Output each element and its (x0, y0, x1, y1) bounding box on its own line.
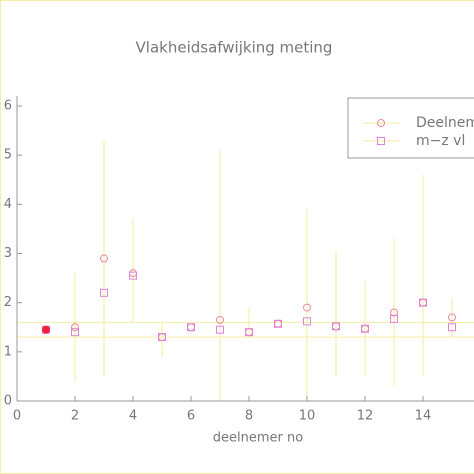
legend-label: Deelnem (416, 115, 474, 131)
point (187, 323, 195, 332)
point (216, 325, 224, 334)
point (245, 328, 253, 337)
y-tick-label: 0 (4, 394, 12, 409)
x-axis-label: deelnemer no (213, 431, 303, 446)
point (361, 324, 369, 333)
point (448, 323, 456, 332)
point (129, 271, 137, 280)
point (274, 319, 282, 328)
legend-marker (377, 119, 385, 127)
x-tick-label: 10 (299, 409, 316, 424)
point (187, 323, 195, 332)
legend-box (347, 97, 474, 159)
point (390, 308, 398, 317)
y-tick-label: 4 (4, 197, 12, 212)
legend-label: m−z vl (416, 133, 465, 149)
x-tick-label: 2 (71, 409, 79, 424)
point (274, 319, 282, 328)
point (71, 323, 79, 332)
point (390, 314, 398, 323)
y-tick-label: 3 (4, 246, 12, 261)
y-tick-label: 2 (4, 295, 12, 310)
x-tick-label: 6 (187, 409, 195, 424)
point (100, 288, 108, 297)
point (448, 313, 456, 322)
chart-title: Vlakheidsafwijking meting (136, 39, 333, 57)
x-tick-label: 16 (473, 409, 474, 424)
y-tick-label: 5 (4, 148, 12, 163)
point (419, 298, 427, 307)
point (216, 315, 224, 324)
point (71, 328, 79, 337)
x-tick-label: 0 (13, 409, 21, 424)
x-tick-label: 14 (415, 409, 432, 424)
y-tick-label: 1 (4, 344, 12, 359)
y-tick-label: 6 (4, 99, 12, 114)
legend-marker (377, 137, 385, 145)
point (332, 322, 340, 331)
point (303, 303, 311, 312)
highlight-point (42, 325, 50, 334)
point (100, 254, 108, 263)
point (303, 317, 311, 326)
x-tick-label: 8 (245, 409, 253, 424)
x-tick-label: 12 (357, 409, 374, 424)
x-tick-label: 4 (129, 409, 137, 424)
point (158, 333, 166, 342)
